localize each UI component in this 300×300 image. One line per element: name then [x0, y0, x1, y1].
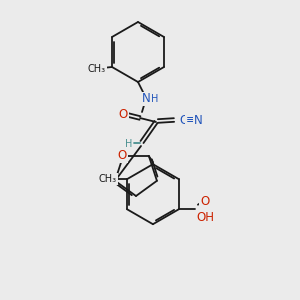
- Text: O: O: [117, 149, 127, 162]
- Text: O: O: [118, 107, 127, 121]
- Text: CH₃: CH₃: [99, 174, 117, 184]
- Text: H: H: [151, 94, 159, 104]
- Text: ≡: ≡: [186, 113, 196, 127]
- Text: O: O: [200, 195, 209, 208]
- Text: N: N: [142, 92, 150, 106]
- Text: N: N: [194, 113, 202, 127]
- Text: H: H: [125, 139, 133, 149]
- Text: OH: OH: [196, 211, 214, 224]
- Text: C: C: [180, 113, 188, 127]
- Text: CH₃: CH₃: [88, 64, 106, 74]
